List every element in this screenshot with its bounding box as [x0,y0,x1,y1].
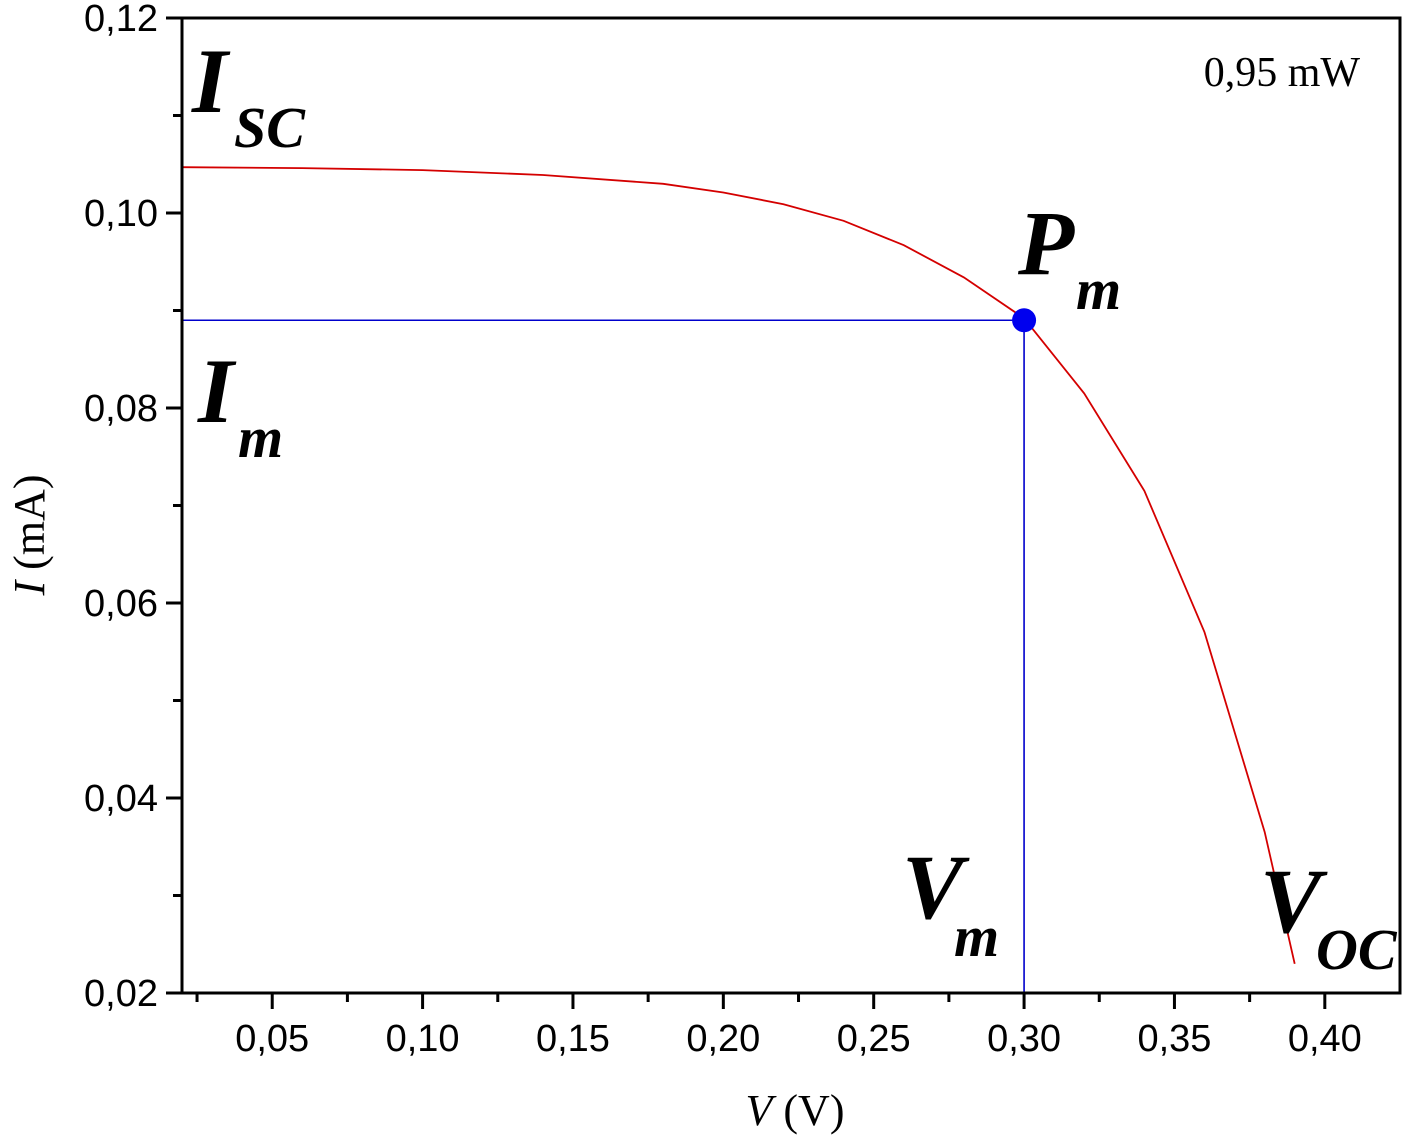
y-tick-label: 0,06 [84,583,158,625]
x-tick-label: 0,20 [686,1018,760,1060]
annotation-pm: P m [1017,192,1121,322]
annotation-isc-main: I [191,30,231,132]
x-tick-label: 0,15 [536,1018,610,1060]
annotation-vm-main: V [902,836,970,938]
annotation-pm-main: P [1017,192,1075,294]
max-power-point-marker [1012,308,1037,333]
annotation-pm-sub: m [1076,257,1121,322]
plot-layer [181,166,1296,993]
annotation-vm-sub: m [954,904,999,969]
x-axis-var: V [746,1086,778,1135]
x-tick-label: 0,30 [987,1018,1061,1060]
x-axis-title: V (V) [746,1086,845,1135]
max-power-value: 0,95 mW [1204,50,1361,96]
annotation-isc-sub: SC [234,95,306,160]
y-tick-label: 0,10 [84,193,158,235]
x-axis-unit: (V) [772,1086,844,1135]
x-tick-label: 0,05 [235,1018,309,1060]
annotation-im-sub: m [238,405,283,470]
annotation-voc-main: V [1260,850,1328,952]
annotation-im: I m [197,340,283,470]
y-axis-unit: (mA) [5,475,54,581]
annotation-im-main: I [197,340,237,442]
y-axis-var: I [5,578,54,596]
x-tick-label: 0,25 [837,1018,911,1060]
y-tick-label: 0,12 [84,0,158,40]
x-tick-label: 0,40 [1288,1018,1362,1060]
y-tick-label: 0,02 [84,973,158,1015]
y-tick-label: 0,04 [84,778,158,820]
y-axis-title: I (mA) [5,475,54,597]
iv-curve-line [181,166,1296,964]
y-tick-label: 0,08 [84,388,158,430]
x-tick-label: 0,10 [386,1018,460,1060]
annotation-voc-sub: OC [1316,917,1398,982]
plot-frame [180,16,1402,995]
annotation-voc: V OC [1260,850,1398,982]
x-tick-label: 0,35 [1137,1018,1211,1060]
axes-layer: 0,05 0,10 0,15 0,20 0,25 0,30 0,35 0,40 0,02 0,04… [84,0,1402,1060]
annotation-isc: I SC [191,30,306,160]
annotation-vm: V m [902,836,999,969]
